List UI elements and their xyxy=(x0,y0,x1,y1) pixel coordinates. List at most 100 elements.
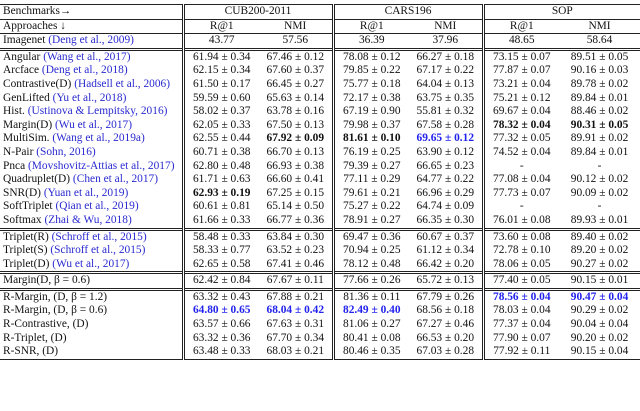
approach-name: Imagenet xyxy=(3,34,46,47)
value-cell: 62.55 ± 0.44 xyxy=(181,132,259,146)
value-cell: 90.09 ± 0.02 xyxy=(570,186,629,199)
value-cell: 66.45 ± 0.27 xyxy=(266,77,325,90)
approach-name: R-Margin, (D, β = 0.6) xyxy=(3,304,108,317)
citation: (Qian et al., 2019) xyxy=(55,200,139,213)
approach-cell: N-Pair (Sohn, 2016) xyxy=(0,146,183,160)
value-cell: 58.48 ± 0.33 xyxy=(181,227,259,245)
approach-cell: GenLifted (Yu et al., 2018) xyxy=(0,92,183,106)
value-cell: 62.05 ± 0.33 xyxy=(181,118,259,133)
value-cell: 68.56 ± 0.18 xyxy=(416,304,475,317)
value-cell: 73.15 ± 0.07 xyxy=(481,47,560,65)
approach-name: Triplet(R) xyxy=(3,230,49,243)
approach-name: Margin(D) xyxy=(3,118,53,131)
value-cell: 75.21 ± 0.12 xyxy=(481,91,560,106)
value-cell: 79.98 ± 0.37 xyxy=(331,118,410,133)
citation: (Zhai & Wu, 2018) xyxy=(44,213,132,226)
value-cell: 78.56 ± 0.04 xyxy=(481,287,560,305)
value-cell: 55.81 ± 0.32 xyxy=(416,105,475,118)
table-row: SNR(D) (Yuan et al., 2019) 62.93 ± 0.19 67… xyxy=(0,186,640,201)
value-cell: 59.59 ± 0.60 xyxy=(181,91,259,106)
value-cell: 67.50 ± 0.13 xyxy=(266,118,325,131)
benchmark-name: SOP xyxy=(481,4,640,20)
value-cell: 89.84 ± 0.01 xyxy=(570,145,629,158)
citation: (Wu et al., 2017) xyxy=(52,257,130,270)
value-cell: 80.41 ± 0.08 xyxy=(331,331,410,346)
value-cell: 75.27 ± 0.22 xyxy=(331,200,410,214)
value-cell: 66.53 ± 0.20 xyxy=(416,331,475,344)
approach-cell: Triplet(R) (Schroff et al., 2015) xyxy=(0,227,183,245)
value-cell: 36.39 xyxy=(331,33,410,50)
value-cell: 60.61 ± 0.81 xyxy=(181,200,259,214)
value-cell: 62.65 ± 0.58 xyxy=(181,257,259,273)
value-cell: 79.61 ± 0.21 xyxy=(331,186,410,201)
value-cell: 67.60 ± 0.37 xyxy=(266,64,325,77)
value-cell: 67.70 ± 0.34 xyxy=(266,331,325,344)
approach-name: Angular xyxy=(3,50,41,63)
value-cell: 77.73 ± 0.07 xyxy=(481,186,560,201)
table-row: Triplet(D) (Wu et al., 2017) 62.65 ± 0.58… xyxy=(0,257,640,273)
value-cell: 67.92 ± 0.09 xyxy=(266,132,325,145)
approaches-label: Approaches ↓ xyxy=(0,18,183,34)
value-cell: 77.90 ± 0.07 xyxy=(481,331,560,346)
value-cell: 67.79 ± 0.26 xyxy=(409,287,484,305)
value-cell: 90.15 ± 0.01 xyxy=(559,271,640,290)
value-cell: 78.32 ± 0.04 xyxy=(481,118,560,133)
value-cell: 90.15 ± 0.04 xyxy=(559,345,640,360)
approach-cell: Margin(D, β = 0.6) xyxy=(0,271,183,290)
value-cell: 78.12 ± 0.48 xyxy=(331,257,410,273)
value-cell: 62.80 ± 0.48 xyxy=(181,159,259,174)
metric-name: R@1 xyxy=(331,18,410,34)
value-cell: 67.88 ± 0.21 xyxy=(259,287,334,305)
value-cell: 78.06 ± 0.05 xyxy=(481,257,560,273)
value-cell: 89.40 ± 0.02 xyxy=(559,227,640,245)
value-cell: 90.29 ± 0.02 xyxy=(570,304,629,317)
table-row: Imagenet (Deng et al., 2009) 43.77 57.56 36… xyxy=(0,33,640,50)
value-cell: - xyxy=(481,159,560,174)
value-cell: 66.27 ± 0.18 xyxy=(409,47,484,65)
value-cell: 66.96 ± 0.29 xyxy=(416,186,475,199)
benchmark-name: CARS196 xyxy=(331,4,484,20)
table-row: Softmax (Zhai & Wu, 2018) 61.66 ± 0.33 66.… xyxy=(0,213,640,229)
value-cell: 68.04 ± 0.42 xyxy=(266,304,325,317)
value-cell: 58.64 xyxy=(559,33,640,50)
value-cell: 89.20 ± 0.02 xyxy=(570,244,629,257)
metric-name: NMI xyxy=(259,18,334,34)
value-cell: 66.93 ± 0.38 xyxy=(266,159,325,172)
approach-cell: Pnca (Movshovitz-Attias et al., 2017) xyxy=(0,160,183,174)
approach-name: Triplet(S) xyxy=(3,244,48,257)
value-cell: 67.19 ± 0.90 xyxy=(331,105,410,119)
value-cell: 60.67 ± 0.37 xyxy=(409,227,484,245)
value-cell: 58.33 ± 0.77 xyxy=(181,244,259,258)
value-cell: 67.17 ± 0.22 xyxy=(416,64,475,77)
value-cell: 63.78 ± 0.16 xyxy=(266,105,325,118)
approach-name: MultiSim. xyxy=(3,132,50,145)
value-cell: 63.32 ± 0.36 xyxy=(181,331,259,346)
value-cell: 90.27 ± 0.02 xyxy=(570,257,629,270)
value-cell: 64.04 ± 0.13 xyxy=(416,77,475,90)
value-cell: 66.70 ± 0.13 xyxy=(266,145,325,158)
value-cell: 63.90 ± 0.12 xyxy=(416,145,475,158)
value-cell: 65.63 ± 0.14 xyxy=(266,91,325,104)
approach-name: R-Margin, (D, β = 1.2) xyxy=(3,290,108,303)
approach-cell: R-Margin, (D, β = 0.6) xyxy=(0,304,183,318)
value-cell: 60.71 ± 0.38 xyxy=(181,145,259,160)
citation: (Hadsell et al., 2006) xyxy=(74,77,171,90)
metric-name: NMI xyxy=(409,18,484,34)
value-cell: 63.57 ± 0.66 xyxy=(181,318,259,332)
value-cell: 90.31 ± 0.05 xyxy=(570,118,629,131)
table-row: Angular (Wang et al., 2017) 61.94 ± 0.34 6… xyxy=(0,47,640,65)
value-cell: 77.08 ± 0.04 xyxy=(481,173,560,187)
approach-cell: R-Triplet, (D) xyxy=(0,332,183,346)
value-cell: 77.92 ± 0.11 xyxy=(481,345,560,360)
value-cell: 67.46 ± 0.12 xyxy=(259,47,334,65)
approach-name: GenLifted xyxy=(3,91,50,104)
value-cell: 67.25 ± 0.15 xyxy=(266,186,325,199)
results-table: Benchmarks→ CUB200-2011 CARS196 SOP Approach… xyxy=(0,4,640,360)
table-row: Quadruplet(D) (Chen et al., 2017) 61.71 ±… xyxy=(0,173,640,187)
table-row: Arcface (Deng et al., 2018) 62.15 ± 0.34 6… xyxy=(0,64,640,78)
metric-name: R@1 xyxy=(181,18,259,34)
value-cell: 61.50 ± 0.17 xyxy=(181,77,259,92)
citation: (Schroff et al., 2015) xyxy=(51,230,147,243)
approach-name: Margin(D, β = 0.6) xyxy=(3,274,90,287)
